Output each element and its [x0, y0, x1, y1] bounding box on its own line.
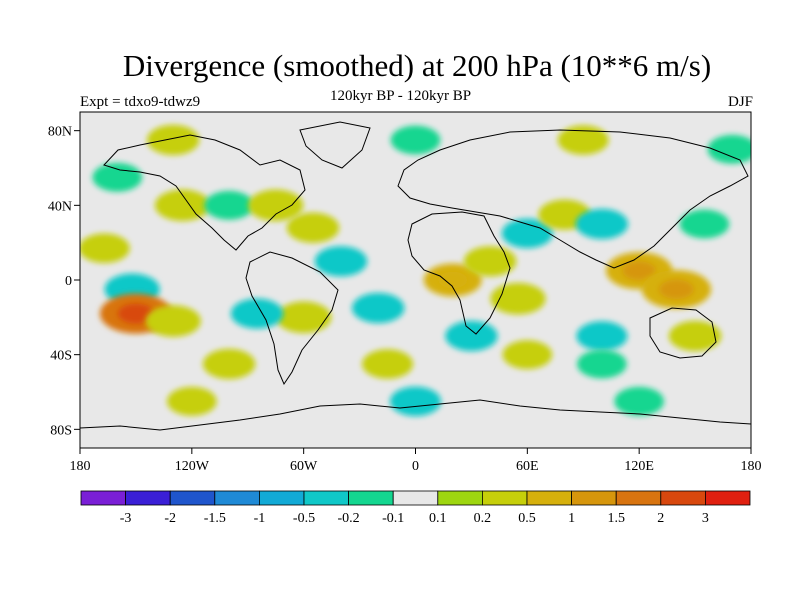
- antarctica-coast: [80, 399, 751, 431]
- colorbar-label-12: 2: [657, 511, 664, 526]
- colorbar-box-11: [571, 490, 617, 506]
- field-region-26: [502, 340, 553, 370]
- lon-tick-label-1: 120W: [175, 459, 210, 474]
- field-region-11: [202, 348, 256, 380]
- colorbar-box-13: [660, 490, 706, 506]
- lon-tick-label-3: 0: [412, 459, 419, 474]
- colorbar-box-14: [705, 490, 751, 506]
- colorbar-label-2: -1.5: [204, 511, 226, 526]
- field-region-33: [390, 386, 441, 417]
- field-region-32: [707, 134, 751, 164]
- colorbar-box-7: [392, 490, 439, 506]
- greenland-coast: [299, 121, 371, 169]
- africa-coast: [407, 211, 511, 335]
- field-core-14: [438, 271, 468, 289]
- colorbar-box-4: [258, 490, 305, 506]
- coastlines: [80, 121, 751, 431]
- colorbar-label-8: 0.2: [474, 511, 492, 526]
- south-america-coast: [245, 251, 339, 386]
- field-region-34: [167, 386, 217, 416]
- field-region-5: [204, 190, 254, 220]
- map-title: Divergence (smoothed) at 200 hPa (10**6 …: [122, 48, 712, 83]
- colorbar-box-2: [169, 490, 216, 506]
- field-region-13: [362, 349, 414, 379]
- lat-tick-label-2: 0: [65, 274, 72, 289]
- colorbar-label-0: -3: [120, 511, 132, 526]
- lon-tick-label-0: 180: [70, 459, 91, 474]
- field-core-21: [622, 261, 656, 280]
- field-region-3: [145, 305, 201, 337]
- lon-tick-label-6: 180: [741, 459, 762, 474]
- eurasia-coast: [397, 129, 749, 269]
- field-region-23: [679, 209, 730, 239]
- field-core-2: [117, 303, 154, 324]
- colorbar-label-10: 1: [568, 511, 575, 526]
- colorbar-box-5: [303, 490, 349, 506]
- colorbar-label-5: -0.2: [338, 511, 360, 526]
- field-core-22: [659, 279, 694, 299]
- north-america-coast: [103, 134, 306, 251]
- colorbar-box-12: [615, 490, 662, 506]
- latitude-axis: 80N 40N 0 40S 80S: [48, 125, 80, 438]
- colorbar: -3 -2 -1.5 -1 -0.5 -0.2 -0.1 0.1 0.2 0.5 1 1.5 2 3: [80, 490, 751, 526]
- colorbar-label-11: 1.5: [607, 511, 625, 526]
- colorbar-label-7: 0.1: [429, 511, 447, 526]
- colorbar-box-10: [526, 490, 572, 506]
- field-region-15: [463, 246, 517, 277]
- field-region-35: [614, 386, 664, 416]
- colorbar-box-0: [80, 490, 126, 506]
- colorbar-label-3: -1: [254, 511, 266, 526]
- lat-tick-label-0: 80N: [48, 125, 72, 140]
- longitude-axis: 180 120W 60W 0 60E 120E 180: [70, 448, 762, 474]
- field-region-20: [575, 208, 629, 240]
- field-region-4: [154, 189, 211, 222]
- australia-coast: [649, 307, 717, 359]
- field-region-27: [577, 349, 627, 379]
- colorbar-box-3: [214, 490, 260, 506]
- season-label: DJF: [727, 94, 753, 110]
- lon-tick-label-4: 60E: [516, 459, 539, 474]
- lat-tick-label-1: 40N: [48, 199, 72, 214]
- field-region-28: [146, 124, 200, 156]
- field-region-10: [230, 298, 284, 329]
- field-region-6: [248, 189, 304, 222]
- field-region-30: [390, 125, 441, 155]
- colorbar-label-6: -0.1: [382, 511, 404, 526]
- divergence-field: [80, 124, 751, 417]
- colorbar-label-13: 3: [702, 511, 709, 526]
- field-region-25: [576, 321, 628, 351]
- field-region-17: [445, 320, 498, 352]
- colorbar-label-9: 0.5: [518, 511, 536, 526]
- field-region-29: [92, 162, 143, 192]
- field-region-0: [80, 233, 130, 264]
- field-region-8: [314, 246, 368, 277]
- experiment-label: Expt = tdxo9-tdwz9: [80, 94, 201, 110]
- colorbar-box-9: [481, 490, 528, 506]
- field-region-24: [668, 320, 722, 352]
- lat-tick-label-3: 40S: [50, 349, 72, 364]
- lat-tick-label-4: 80S: [50, 423, 72, 438]
- lon-tick-label-2: 60W: [290, 459, 318, 474]
- colorbar-box-6: [348, 490, 394, 506]
- colorbar-box-1: [125, 490, 171, 506]
- colorbar-label-1: -2: [164, 511, 176, 526]
- field-region-16: [490, 282, 546, 315]
- field-region-7: [286, 212, 340, 243]
- colorbar-box-8: [437, 490, 483, 506]
- colorbar-label-4: -0.5: [293, 511, 315, 526]
- lon-tick-label-5: 120E: [624, 459, 654, 474]
- field-region-18: [501, 218, 553, 249]
- field-region-9: [276, 301, 332, 334]
- field-region-12: [352, 292, 405, 324]
- field-region-31: [557, 125, 609, 155]
- map-subtitle: 120kyr BP - 120kyr BP: [330, 88, 472, 104]
